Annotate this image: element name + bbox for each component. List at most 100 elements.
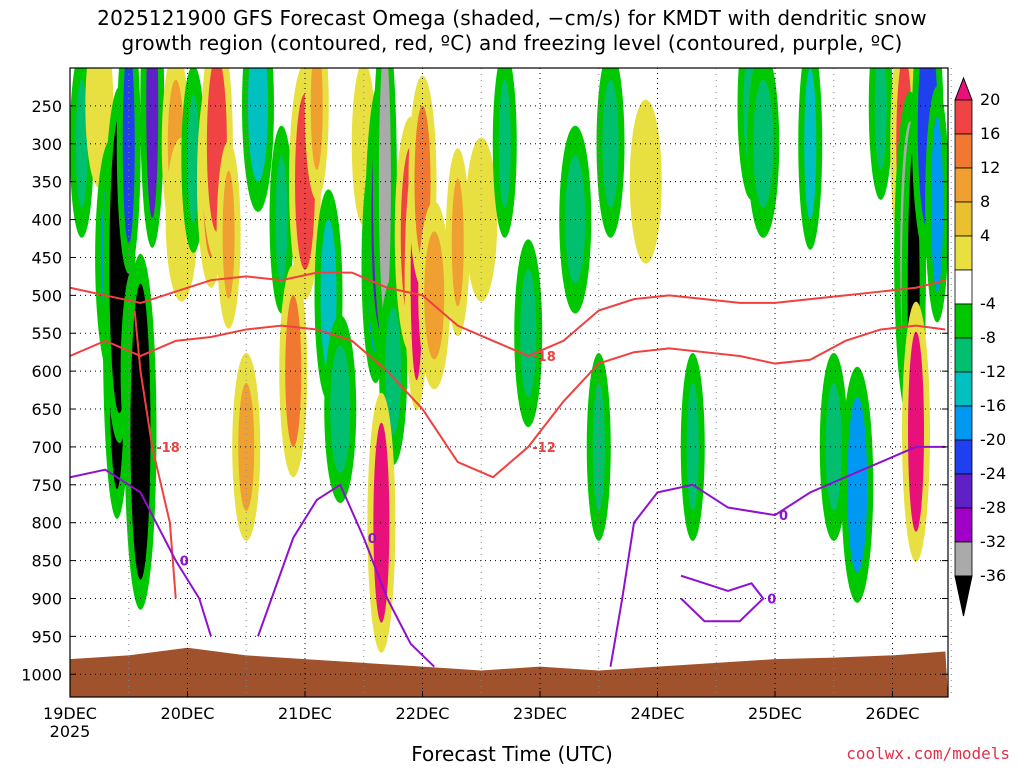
colorbar-label: 20	[980, 90, 1000, 109]
omega-cell	[285, 295, 302, 448]
omega-shading-layer	[70, 68, 948, 653]
colorbar-label: -8	[980, 328, 996, 347]
x-tick-sublabel: 2025	[50, 722, 91, 741]
y-axis-ticks: 250 300 350 400 450 500 550 600 650 700 750 800 850 9…	[21, 97, 948, 684]
chart-title-line2: growth region (contoured, red, ºC) and f…	[121, 31, 903, 55]
colorbar-swatch	[954, 473, 973, 509]
omega-cell	[385, 307, 402, 436]
x-tick-label: 25DEC	[748, 704, 802, 723]
omega-cell	[248, 68, 268, 182]
y-tick-label: 550	[31, 324, 62, 343]
y-tick-label: 600	[31, 362, 62, 381]
contour-label: 0	[767, 592, 776, 607]
colorbar-label: -16	[980, 396, 1006, 415]
colorbar-label: -32	[980, 532, 1006, 551]
contour-label: 0	[180, 555, 189, 570]
colorbar: 20 16 12 8 4 -4 -8 -12 -16 -20 -24 -28 -32 -36	[954, 76, 1006, 617]
contour-line	[70, 324, 946, 479]
terrain-ground	[70, 647, 948, 697]
contour-label: 0	[368, 532, 377, 547]
omega-cell	[686, 382, 699, 511]
colorbar-label: -12	[980, 362, 1006, 381]
y-tick-label: 250	[31, 97, 62, 116]
colorbar-swatch	[954, 405, 973, 441]
omega-cell	[378, 68, 391, 318]
chart-title-line1: 2025121900 GFS Forecast Omega (shaded, −…	[97, 6, 927, 30]
y-tick-label: 450	[31, 248, 62, 267]
omega-cell	[451, 178, 464, 307]
omega-cell	[753, 79, 774, 208]
colorbar-label: -24	[980, 464, 1006, 483]
contour-line	[609, 445, 946, 667]
omega-cell	[187, 94, 200, 223]
x-tick-label: 26DEC	[866, 704, 920, 723]
omega-cell	[931, 116, 944, 293]
x-axis-label: Forecast Time (UTC)	[411, 742, 613, 766]
omega-cell	[275, 155, 288, 284]
colorbar-swatch	[954, 371, 973, 407]
x-tick-label: 22DEC	[396, 704, 450, 723]
omega-cell	[498, 79, 511, 208]
colorbar-swatch	[954, 269, 973, 305]
y-tick-label: 650	[31, 400, 62, 419]
credit-text: coolwx.com/models	[846, 744, 1010, 763]
contour-label: -18	[532, 350, 556, 365]
y-tick-label: 950	[31, 627, 62, 646]
omega-cell	[122, 68, 135, 244]
contour-label: -12	[532, 441, 556, 456]
omega-cell	[424, 231, 445, 360]
contour-label: -18	[156, 441, 180, 456]
y-tick-label: 800	[31, 514, 62, 533]
y-tick-label: 750	[31, 476, 62, 495]
colorbar-label: -4	[980, 294, 996, 313]
x-tick-label: 21DEC	[278, 704, 332, 723]
colorbar-label: 4	[980, 226, 990, 245]
purple-contours: 0 0 0 0	[70, 445, 946, 668]
red-contours: -18 -12 -18	[70, 271, 946, 599]
y-tick-label: 500	[31, 286, 62, 305]
y-tick-label: 700	[31, 438, 62, 457]
plot-frame	[69, 67, 949, 698]
x-tick-label: 19DEC	[43, 704, 97, 723]
contour-line	[70, 468, 212, 637]
colorbar-swatch	[954, 167, 973, 203]
colorbar-label: -36	[980, 566, 1006, 585]
x-axis-ticks: 19DEC 20DEC 21DEC 22DEC 23DEC 24DEC 25DEC 26DEC…	[43, 691, 919, 741]
y-tick-label: 400	[31, 211, 62, 230]
omega-cell	[91, 68, 108, 158]
colorbar-swatch	[954, 201, 973, 237]
y-tick-label: 900	[31, 589, 62, 608]
omega-cell	[874, 68, 887, 170]
terrain-layer	[70, 647, 948, 697]
omega-cell	[75, 79, 88, 208]
x-tick-label: 24DEC	[631, 704, 685, 723]
colorbar-swatch	[954, 507, 973, 543]
colorbar-swatch	[954, 337, 973, 373]
colorbar-swatch	[954, 439, 973, 475]
y-tick-label: 300	[31, 135, 62, 154]
x-tick-label: 20DEC	[161, 704, 215, 723]
colorbar-label: 8	[980, 192, 990, 211]
colorbar-label: 12	[980, 158, 1000, 177]
y-tick-label: 1000	[21, 665, 62, 684]
x-tick-label: 23DEC	[513, 704, 567, 723]
omega-cell	[520, 269, 537, 398]
y-tick-label: 850	[31, 552, 62, 571]
omega-cell	[146, 68, 159, 218]
contour-line	[70, 271, 946, 358]
omega-cell	[222, 170, 235, 299]
colorbar-swatch	[954, 99, 973, 135]
omega-cell	[130, 283, 151, 580]
colorbar-label: 16	[980, 124, 1000, 143]
contour-line	[257, 483, 435, 668]
colorbar-swatch	[954, 303, 973, 339]
omega-cell	[908, 331, 924, 532]
colorbar-swatch	[954, 541, 973, 577]
omega-cell	[310, 68, 323, 170]
omega-cell	[471, 167, 492, 272]
contour-line	[680, 574, 765, 623]
colorbar-top-arrow	[954, 76, 973, 101]
y-tick-label: 350	[31, 173, 62, 192]
colorbar-swatch	[954, 235, 973, 271]
